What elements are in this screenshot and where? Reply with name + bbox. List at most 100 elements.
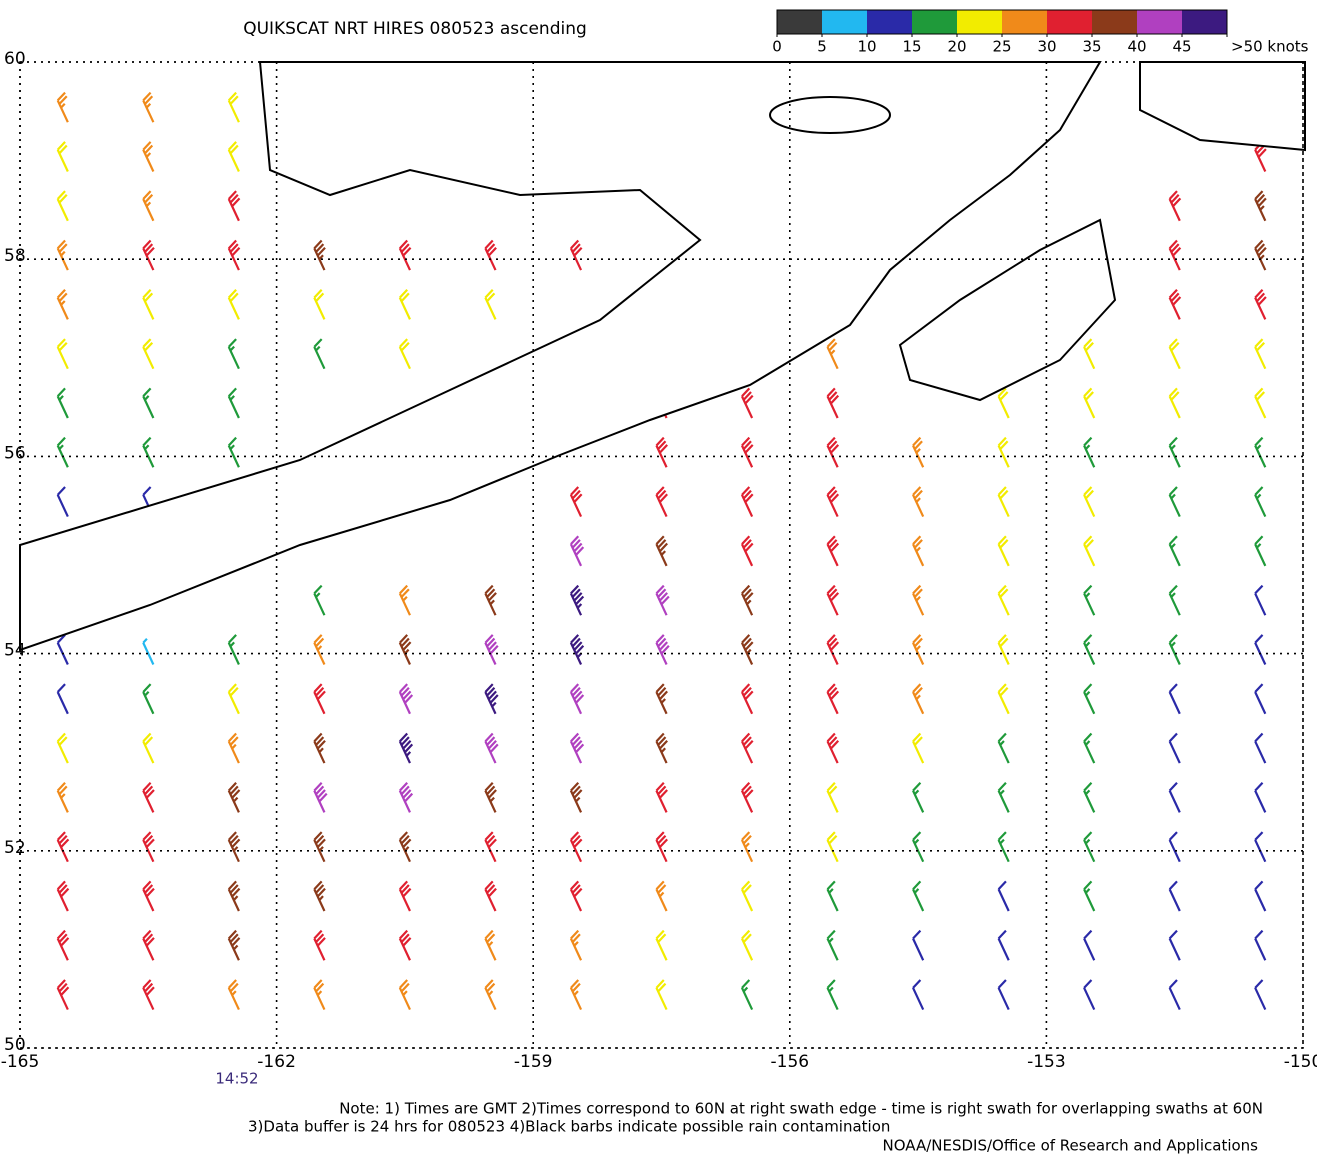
wind-barb (313, 634, 326, 665)
colorbar-swatch (912, 10, 957, 34)
wind-barb (997, 732, 1010, 764)
wind-barb (1254, 239, 1267, 271)
colorbar-swatch (777, 10, 822, 34)
x-tick-label: -159 (514, 1052, 553, 1072)
wind-barb (484, 584, 497, 616)
wind-barb (1254, 338, 1267, 370)
wind-barb (912, 584, 925, 616)
wind-barb (313, 289, 326, 320)
wind-barb (740, 880, 754, 912)
wind-barb (1083, 732, 1096, 764)
wind-barb (826, 634, 840, 665)
wind-barb (912, 634, 925, 665)
wind-barb (740, 387, 754, 419)
wind-barb (313, 338, 326, 370)
wind-barb (826, 683, 840, 715)
wind-barb (1083, 387, 1096, 419)
wind-barb (569, 584, 585, 616)
wind-barb (1168, 831, 1181, 863)
wind-barb (142, 436, 155, 468)
colorbar-label: >50 knots (1231, 38, 1309, 56)
wind-barb (142, 141, 155, 172)
wind-barb (997, 782, 1010, 813)
wind-barb (569, 880, 583, 912)
wind-barb (484, 239, 497, 271)
wind-barb (1254, 880, 1267, 912)
wind-barb (655, 979, 668, 1011)
wind-barb (227, 289, 240, 320)
wind-barb (1254, 732, 1267, 764)
wind-barb (56, 880, 70, 912)
colorbar-swatch (1002, 10, 1047, 34)
wind-barb (1083, 486, 1096, 518)
wind-barb (1254, 436, 1267, 468)
colorbar-swatch (1137, 10, 1182, 34)
wind-barb (826, 486, 840, 518)
wind-barb (398, 634, 412, 665)
colorbar-label: 25 (992, 38, 1011, 56)
island (898, 218, 1117, 402)
wind-barb (569, 486, 583, 518)
colorbar-label: 20 (947, 38, 966, 56)
land (19, 61, 1102, 652)
x-tick-label: -150 (1284, 1052, 1317, 1072)
colorbar-swatch (867, 10, 912, 34)
wind-barb (1254, 683, 1267, 715)
wind-barb (1254, 782, 1267, 813)
wind-barb (826, 584, 840, 616)
wind-barb (912, 880, 925, 912)
wind-barb (1168, 535, 1181, 567)
wind-barb (313, 683, 326, 715)
wind-barb (1168, 732, 1181, 764)
wind-barb (740, 732, 754, 764)
x-tick-label: -162 (257, 1052, 296, 1072)
wind-barb (227, 436, 240, 468)
wind-barb (1168, 683, 1181, 715)
wind-barb (56, 979, 70, 1011)
wind-barb (142, 929, 155, 961)
wind-barb (56, 190, 69, 222)
y-tick-label: 54 (4, 641, 26, 661)
wind-barb (1254, 387, 1267, 419)
wind-barb (484, 683, 499, 715)
wind-barb (1254, 634, 1267, 665)
wind-barb (912, 732, 925, 764)
wind-barb (56, 436, 69, 468)
wind-barb (740, 929, 754, 961)
wind-barb (313, 831, 326, 863)
wind-barb (569, 239, 583, 271)
wind-barb (398, 239, 412, 271)
wind-barb (569, 929, 583, 961)
colorbar-label: 35 (1082, 38, 1101, 56)
colorbar-swatch (957, 10, 1002, 34)
wind-barb (997, 880, 1010, 912)
wind-barb (655, 535, 668, 567)
wind-barb (313, 732, 326, 764)
wind-barb (1083, 782, 1096, 813)
wind-barb (1083, 338, 1096, 370)
wind-barb (912, 979, 925, 1011)
wind-barb (56, 634, 69, 665)
colorbar-label: 45 (1172, 38, 1191, 56)
wind-barb (398, 732, 414, 764)
wind-barb (227, 338, 240, 370)
wind-barb (826, 338, 839, 370)
wind-barb (997, 387, 1010, 419)
colorbar-label: 5 (817, 38, 827, 56)
wind-barb (1254, 831, 1267, 863)
wind-barb (740, 584, 754, 616)
wind-barb (142, 387, 155, 419)
wind-barb (1168, 190, 1182, 222)
colorbar-label: 0 (772, 38, 782, 56)
wind-barb (912, 929, 925, 961)
wind-barb (142, 638, 155, 665)
wind-barb (826, 831, 839, 863)
wind-barb (56, 91, 69, 123)
wind-barb (655, 831, 668, 863)
wind-barb (142, 91, 155, 123)
wind-barb (1083, 683, 1096, 715)
wind-barb (569, 683, 585, 715)
wind-barb (313, 979, 326, 1011)
wind-barb (826, 979, 839, 1011)
